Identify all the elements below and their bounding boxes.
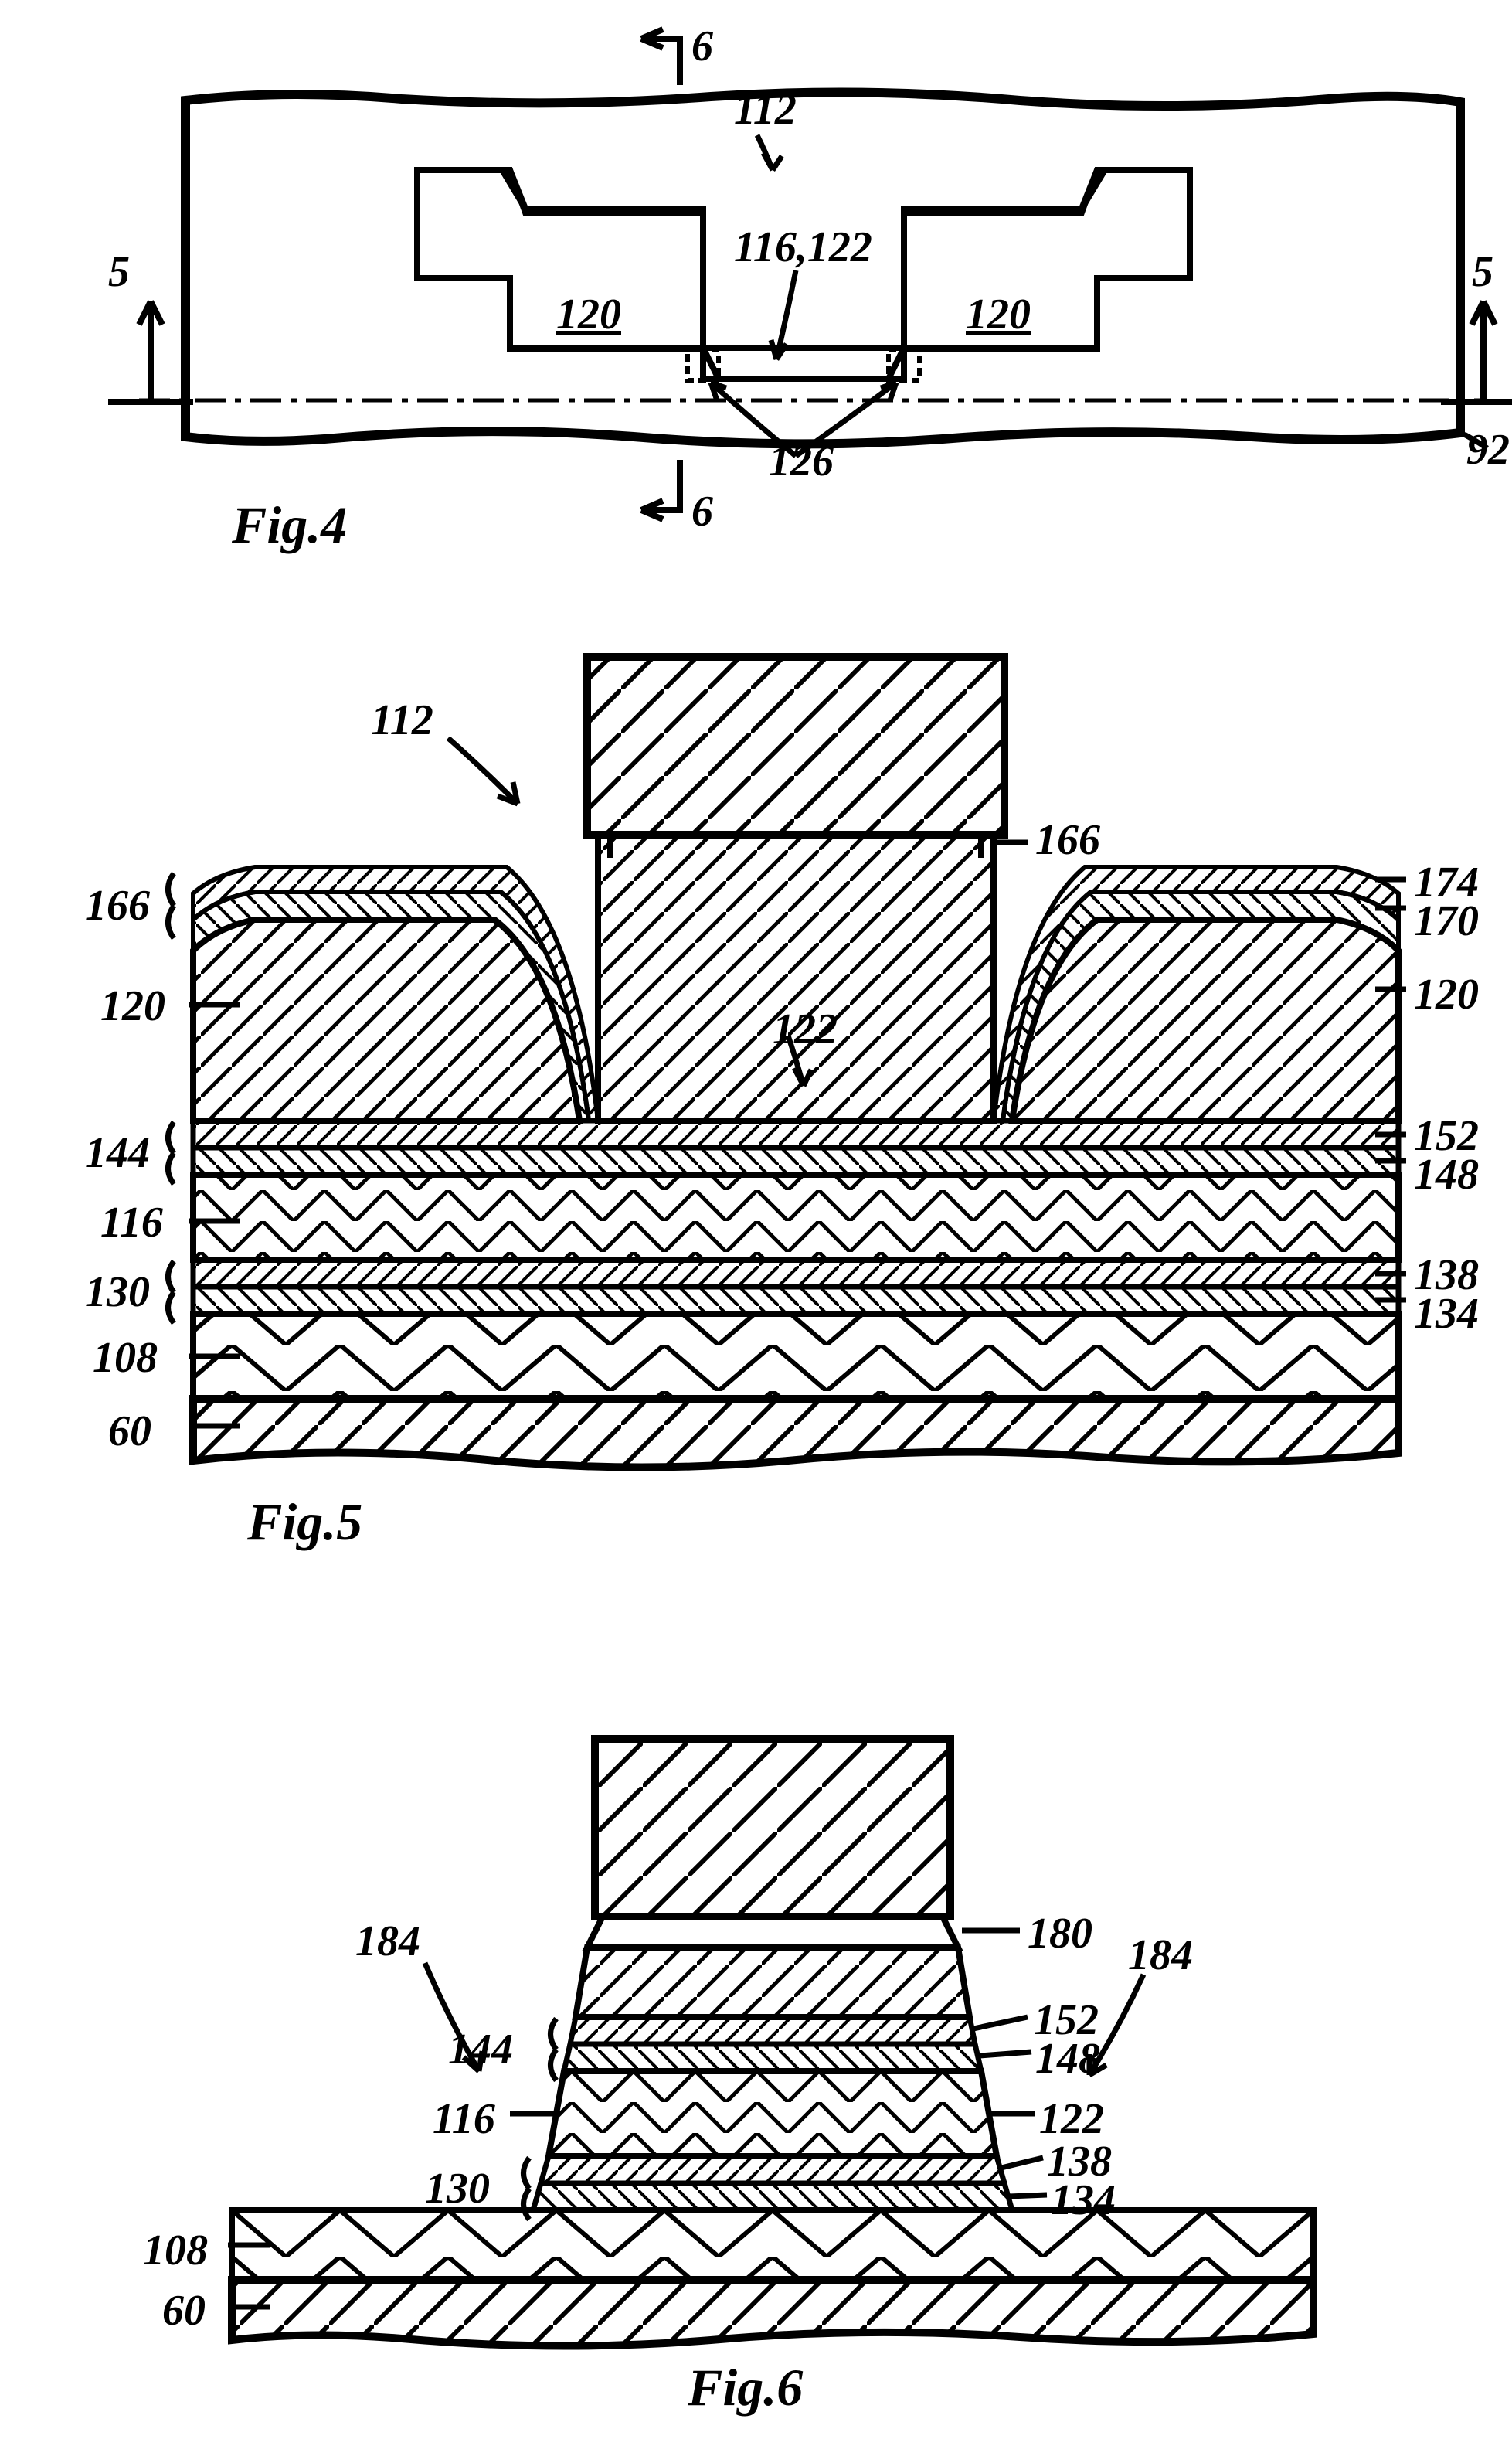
fig5-ref-130: 130 bbox=[85, 1267, 150, 1317]
fig6-ref-130: 130 bbox=[425, 2164, 490, 2213]
fig6-ref-184b: 184 bbox=[1128, 1931, 1193, 1980]
fig4-sec5-left: 5 bbox=[108, 247, 130, 297]
fig6-ref-144: 144 bbox=[448, 2025, 513, 2074]
fig6-label: Fig.6 bbox=[688, 2357, 803, 2418]
patent-figure-page: 112 116,122 120 120 126 92 5 5 6 6 Fig.4 bbox=[15, 15, 1512, 2448]
fig4-ref-120b: 120 bbox=[966, 290, 1031, 339]
fig6-svg bbox=[15, 1607, 1512, 2419]
fig5-svg bbox=[15, 603, 1512, 1530]
fig5-ref-144: 144 bbox=[85, 1128, 150, 1178]
fig6-ref-134: 134 bbox=[1051, 2176, 1116, 2225]
fig5-ref-148: 148 bbox=[1414, 1150, 1479, 1199]
fig5-ref-166b: 166 bbox=[1035, 815, 1100, 865]
fig6-ref-108: 108 bbox=[143, 2226, 208, 2275]
fig5-ref-120a: 120 bbox=[100, 981, 165, 1031]
fig4-ref-92: 92 bbox=[1466, 425, 1510, 475]
fig5-ref-122: 122 bbox=[773, 1005, 838, 1054]
fig6-ref-180: 180 bbox=[1028, 1909, 1092, 1958]
fig5-ref-112: 112 bbox=[371, 696, 433, 745]
fig5-ref-170: 170 bbox=[1414, 896, 1479, 946]
fig4-sec6-top: 6 bbox=[691, 22, 713, 71]
fig4-sec6-bot: 6 bbox=[691, 487, 713, 536]
fig4-ref-120a: 120 bbox=[556, 290, 621, 339]
fig5-label: Fig.5 bbox=[247, 1492, 362, 1553]
fig5-ref-116: 116 bbox=[100, 1198, 163, 1247]
fig6-ref-116: 116 bbox=[433, 2094, 495, 2144]
fig6-ref-184a: 184 bbox=[355, 1917, 420, 1966]
fig4-ref-116-122: 116,122 bbox=[734, 223, 872, 272]
fig6-ref-60: 60 bbox=[162, 2286, 206, 2335]
fig5-ref-166a: 166 bbox=[85, 881, 150, 930]
fig4-label: Fig.4 bbox=[232, 495, 347, 556]
fig5-ref-134: 134 bbox=[1414, 1289, 1479, 1339]
fig6-ref-148: 148 bbox=[1035, 2034, 1100, 2084]
fig4-ref-112: 112 bbox=[734, 85, 797, 134]
fig5-ref-108: 108 bbox=[93, 1333, 158, 1383]
fig4-sec5-right: 5 bbox=[1472, 247, 1493, 297]
fig4-ref-126: 126 bbox=[769, 437, 834, 486]
fig5-ref-60: 60 bbox=[108, 1407, 151, 1456]
fig5-ref-120b: 120 bbox=[1414, 970, 1479, 1019]
